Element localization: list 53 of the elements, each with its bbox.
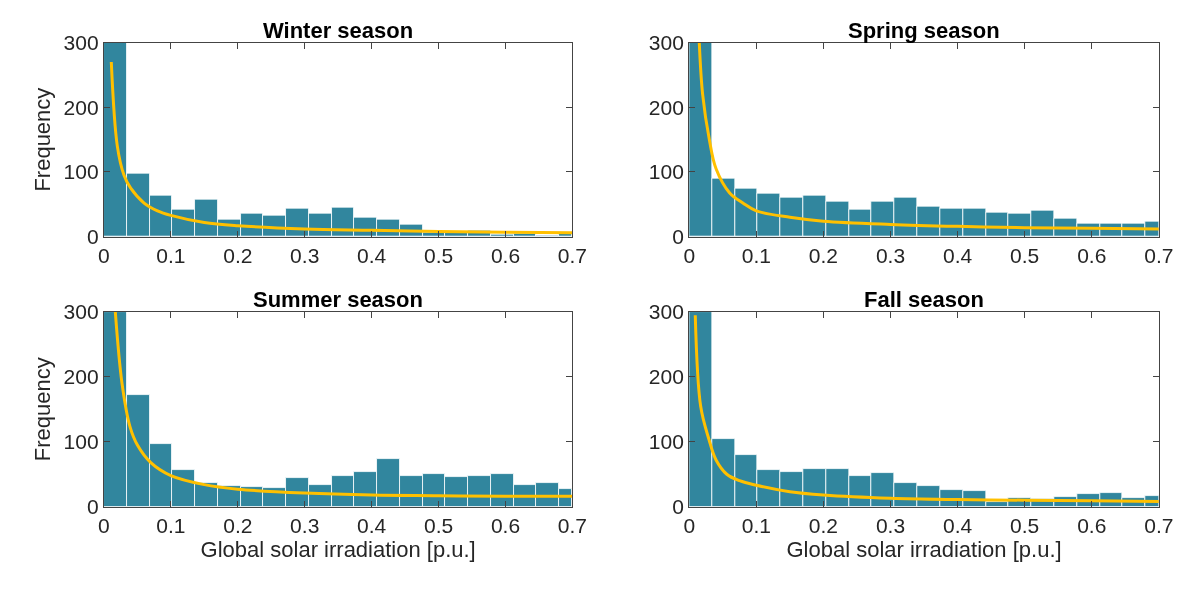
y-tick-label: 100 xyxy=(648,430,684,454)
x-tick-label: 0.5 xyxy=(1010,513,1040,537)
y-tick-label: 200 xyxy=(648,95,684,119)
chart-title: Spring season xyxy=(848,18,1000,43)
line-series xyxy=(109,60,573,235)
x-tick-label: 0.6 xyxy=(1077,244,1107,267)
x-tick-label: 0.1 xyxy=(156,244,186,267)
x-tick-label: 0.2 xyxy=(223,244,253,267)
y-tick-label: 300 xyxy=(63,30,99,54)
y-tick-label: 300 xyxy=(648,30,684,54)
chart-title: Fall season xyxy=(864,287,984,312)
x-tick-label: 0.6 xyxy=(490,513,521,537)
y-tick-label: 100 xyxy=(648,160,684,184)
x-tick-label: 0.2 xyxy=(223,513,253,537)
x-tick-label: 0.2 xyxy=(808,513,838,537)
y-axis-title: Frequency xyxy=(30,357,56,462)
y-tick-label: 0 xyxy=(86,225,99,249)
y-tick-label: 100 xyxy=(63,430,99,454)
x-tick-label: 0.4 xyxy=(942,513,973,537)
x-tick-label: 0.7 xyxy=(1144,513,1174,537)
y-tick-label: 0 xyxy=(86,495,99,519)
y-tick-label: 300 xyxy=(63,300,99,324)
y-tick-label: 200 xyxy=(648,365,684,389)
y-axis-title: Frequency xyxy=(30,87,56,192)
x-tick-label: 0.1 xyxy=(156,513,186,537)
x-tick-label: 0.7 xyxy=(557,513,587,537)
x-tick-label: 0.3 xyxy=(875,244,906,267)
x-tick-label: 0.5 xyxy=(423,513,454,537)
x-tick-label: 0.4 xyxy=(357,513,387,537)
x-axis-title: Global solar irradiation [p.u.] xyxy=(786,536,1062,562)
x-tick-label: 0.6 xyxy=(490,244,521,267)
x-tick-label: 0.5 xyxy=(1010,244,1040,267)
x-tick-label: 0.3 xyxy=(875,513,906,537)
y-tick-label: 200 xyxy=(63,365,99,389)
x-tick-label: 0.4 xyxy=(942,244,973,267)
x-tick-label: 0.1 xyxy=(741,244,771,267)
x-tick-label: 0.6 xyxy=(1077,513,1107,537)
y-tick-label: 300 xyxy=(648,300,684,324)
y-tick-label: 0 xyxy=(672,225,684,249)
x-tick-label: 0.4 xyxy=(357,244,387,267)
chart-title: Winter season xyxy=(263,18,414,43)
x-tick-label: 0.7 xyxy=(1144,244,1174,267)
x-tick-label: 0.1 xyxy=(741,513,771,537)
y-tick-label: 0 xyxy=(672,495,684,519)
x-tick-label: 0.3 xyxy=(290,513,320,537)
y-tick-label: 100 xyxy=(63,160,99,184)
x-tick-label: 0.7 xyxy=(557,244,587,267)
y-tick-label: 200 xyxy=(63,95,99,119)
x-tick-label: 0.2 xyxy=(808,244,838,267)
x-tick-label: 0.3 xyxy=(290,244,320,267)
chart-title: Summer season xyxy=(253,287,423,312)
x-axis-title: Global solar irradiation [p.u.] xyxy=(200,536,476,562)
x-tick-label: 0.5 xyxy=(423,244,454,267)
